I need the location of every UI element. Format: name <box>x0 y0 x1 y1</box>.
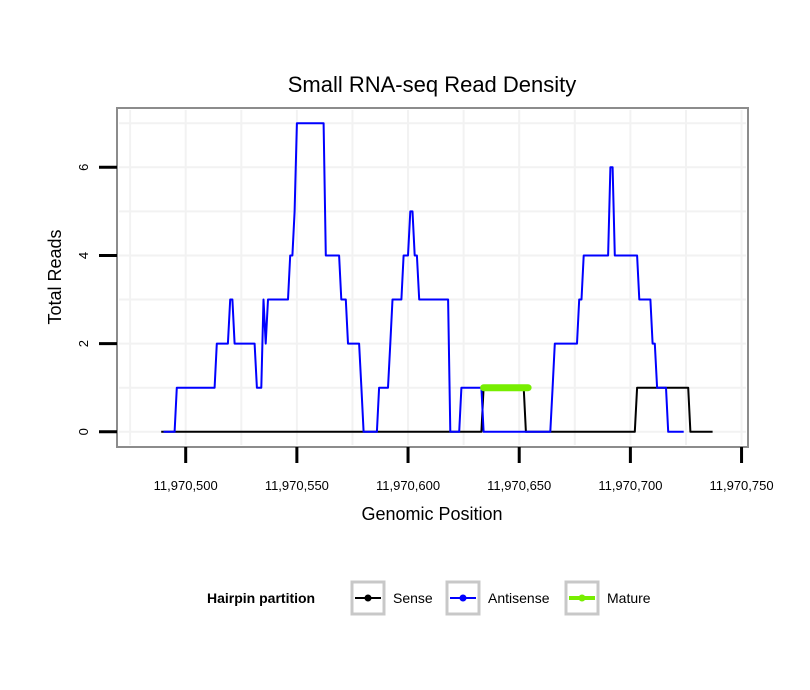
legend-title: Hairpin partition <box>207 590 315 606</box>
x-tick-label: 11,970,700 <box>598 478 662 493</box>
legend-label-mature: Mature <box>607 590 651 606</box>
chart-title: Small RNA-seq Read Density <box>288 72 577 97</box>
y-axis-title: Total Reads <box>45 229 65 324</box>
x-axis: 11,970,500 11,970,550 11,970,600 11,970,650… <box>154 447 774 493</box>
legend-label-sense: Sense <box>393 590 433 606</box>
y-tick-label: 4 <box>76 252 91 259</box>
y-axis: 0 2 4 6 <box>76 164 117 435</box>
y-tick-label: 6 <box>76 164 91 171</box>
series-line-antisense <box>163 122 684 433</box>
series-layer <box>161 122 713 433</box>
legend-marker-sense <box>364 594 372 602</box>
x-axis-title: Genomic Position <box>361 504 502 524</box>
legend-marker-mature <box>578 594 586 602</box>
x-tick-label: 11,970,600 <box>376 478 440 493</box>
x-tick-label: 11,970,550 <box>265 478 329 493</box>
x-tick-label: 11,970,750 <box>709 478 773 493</box>
legend-label-antisense: Antisense <box>488 590 550 606</box>
x-tick-label: 11,970,650 <box>487 478 551 493</box>
y-tick-label: 2 <box>76 340 91 347</box>
plot-panel <box>116 107 749 448</box>
y-tick-label: 0 <box>76 428 91 435</box>
x-tick-label: 11,970,500 <box>154 478 218 493</box>
legend: Hairpin partition Sense Antisense Mature <box>207 580 651 616</box>
legend-marker-antisense <box>459 594 467 602</box>
